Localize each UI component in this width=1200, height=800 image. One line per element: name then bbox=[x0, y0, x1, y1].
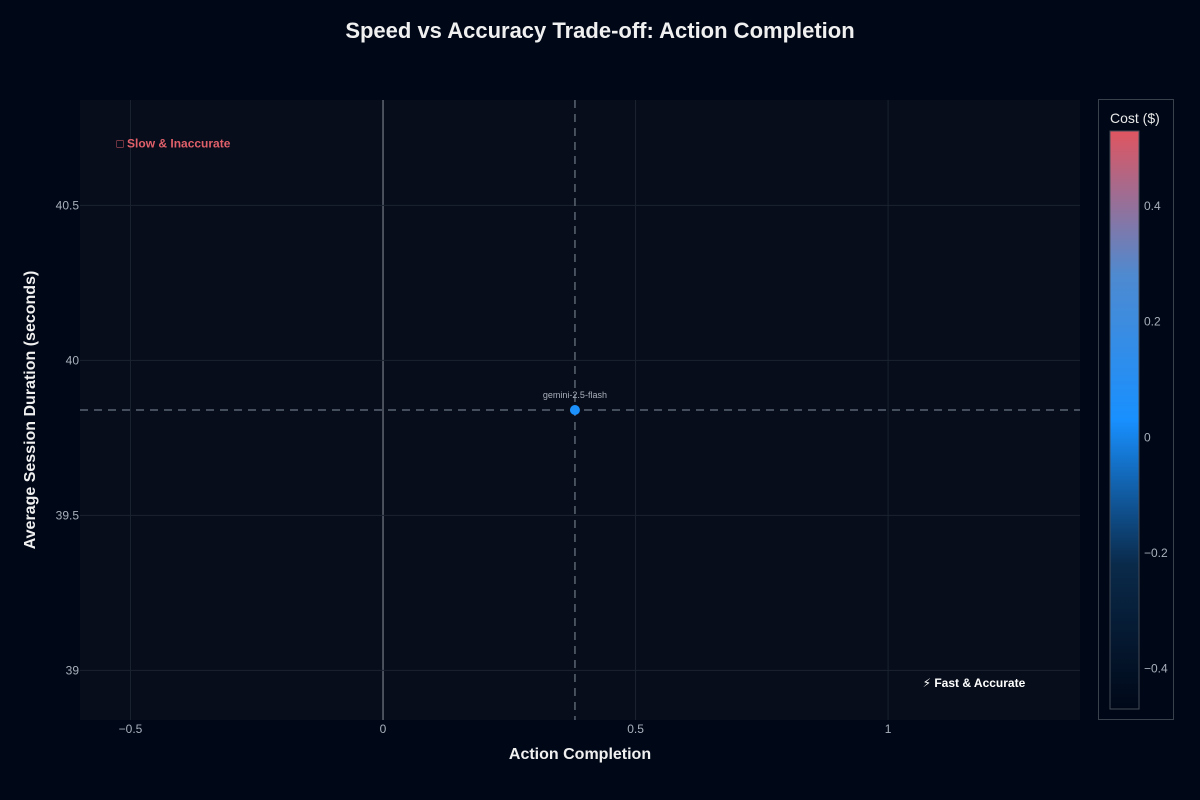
colorbar-tick-label: 0.4 bbox=[1144, 199, 1161, 213]
y-tick-label: 40.5 bbox=[56, 198, 80, 212]
colorbar-tick-label: 0.2 bbox=[1144, 315, 1161, 329]
y-axis-title: Average Session Duration (seconds) bbox=[22, 270, 39, 550]
colorbar-tick-label: −0.2 bbox=[1144, 546, 1168, 560]
data-point bbox=[569, 405, 580, 415]
x-tick-label: 0.5 bbox=[627, 722, 644, 736]
y-tick-label: 40 bbox=[66, 353, 80, 367]
x-axis-title: Action Completion bbox=[508, 746, 652, 763]
point-label: gemini-2.5-flash bbox=[543, 390, 607, 400]
colorbar-gradient bbox=[1109, 130, 1140, 710]
colorbar-tick-label: 0 bbox=[1144, 430, 1151, 444]
x-tick-label: −0.5 bbox=[119, 722, 143, 736]
chart-title: Speed vs Accuracy Trade-off: Action Comp… bbox=[345, 18, 855, 43]
quadrant-annotation: ⚡ Fast & Accurate bbox=[923, 676, 1026, 690]
colorbar: 0.4 0.2 0 −0.2 −0.4 bbox=[1109, 130, 1168, 710]
y-tick-label: 39.5 bbox=[56, 508, 80, 522]
quadrant-annotation: □ Slow & Inaccurate bbox=[116, 136, 230, 150]
colorbar-title: Cost ($) bbox=[1110, 110, 1160, 126]
x-tick-label: 1 bbox=[885, 722, 892, 736]
plot-background bbox=[80, 100, 1080, 720]
colorbar-tick-label: −0.4 bbox=[1144, 662, 1168, 676]
y-tick-label: 39 bbox=[66, 663, 80, 677]
x-tick-label: 0 bbox=[380, 722, 387, 736]
